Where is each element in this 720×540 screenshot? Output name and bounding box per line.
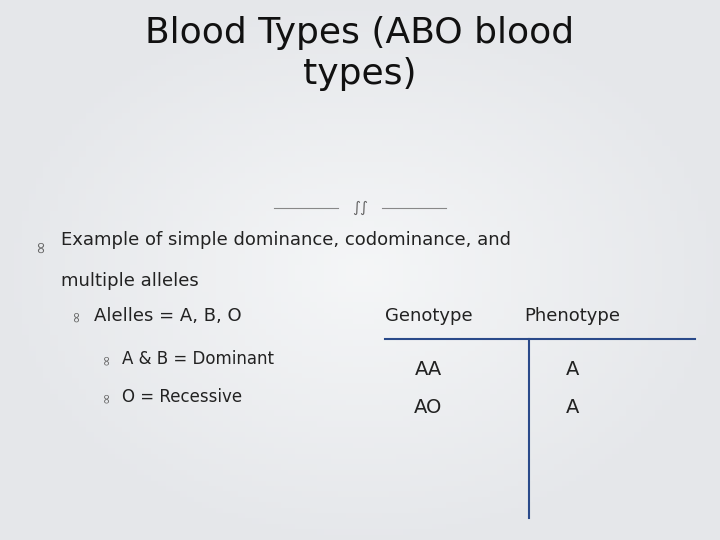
Text: O = Recessive: O = Recessive xyxy=(122,388,243,406)
Text: ∫∫: ∫∫ xyxy=(352,200,368,215)
Text: Alelles = A, B, O: Alelles = A, B, O xyxy=(94,307,241,325)
Text: ∞: ∞ xyxy=(30,239,49,253)
Text: A & B = Dominant: A & B = Dominant xyxy=(122,350,274,368)
Text: Example of simple dominance, codominance, and: Example of simple dominance, codominance… xyxy=(61,231,511,249)
Text: Blood Types (ABO blood
types): Blood Types (ABO blood types) xyxy=(145,16,575,91)
Text: Genotype: Genotype xyxy=(384,307,472,325)
Text: ∞: ∞ xyxy=(99,391,114,403)
Text: Phenotype: Phenotype xyxy=(524,307,621,325)
Text: AO: AO xyxy=(414,398,443,417)
Text: multiple alleles: multiple alleles xyxy=(61,272,199,290)
Text: ∞: ∞ xyxy=(68,309,83,322)
Text: AA: AA xyxy=(415,360,442,380)
Text: ∞: ∞ xyxy=(99,353,114,365)
Text: A: A xyxy=(566,398,579,417)
Text: A: A xyxy=(566,360,579,380)
